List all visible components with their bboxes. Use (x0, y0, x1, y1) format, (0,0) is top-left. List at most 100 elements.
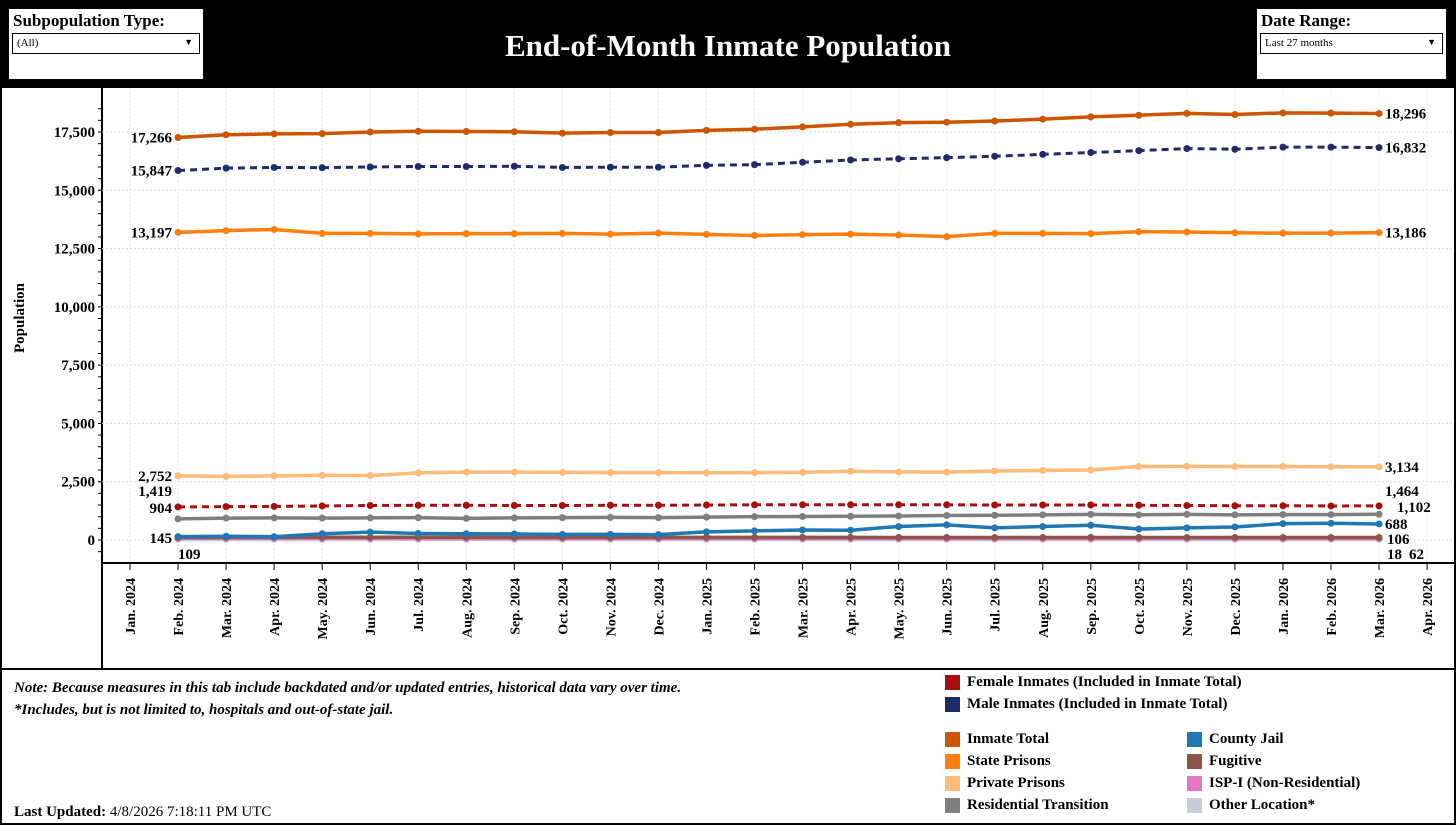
data-point (1039, 533, 1047, 541)
data-point (1087, 510, 1095, 518)
data-point (1135, 147, 1143, 155)
data-point (1087, 534, 1095, 542)
x-tick-label: Aug. 2024 (460, 578, 475, 638)
data-point (654, 531, 662, 539)
data-point (414, 163, 422, 171)
data-point (1135, 501, 1143, 509)
subpopulation-dropdown[interactable]: (All) ▼ (12, 33, 200, 54)
data-point (847, 467, 855, 475)
legend-swatch (1187, 754, 1202, 769)
data-point (991, 229, 999, 237)
legend-item[interactable]: Female Inmates (Included in Inmate Total… (945, 674, 1242, 691)
data-point (174, 503, 182, 511)
data-point (174, 167, 182, 175)
note-text: Note: Because measures in this tab inclu… (14, 680, 682, 696)
chart-background (2, 88, 1454, 668)
legend-label: Inmate Total (967, 731, 1050, 747)
data-point (702, 126, 710, 134)
data-point (1135, 534, 1143, 542)
x-tick-label: May. 2025 (893, 578, 908, 639)
page-title: End-of-Month Inmate Population (504, 28, 952, 63)
data-point (1327, 143, 1335, 151)
x-tick-label: Apr. 2025 (845, 578, 860, 636)
data-point (751, 501, 759, 509)
data-point (462, 128, 470, 136)
legend-item[interactable]: State Prisons (945, 753, 1051, 770)
x-tick-label: Dec. 2025 (1229, 578, 1244, 636)
data-point (270, 514, 278, 522)
data-point (366, 501, 374, 509)
data-point (462, 501, 470, 509)
data-point (1279, 229, 1287, 237)
data-point (702, 501, 710, 509)
legend-swatch (1187, 732, 1202, 747)
data-point (606, 163, 614, 171)
x-tick-label: Jul. 2024 (412, 578, 427, 632)
x-tick-label: May. 2024 (316, 578, 331, 639)
legend-label: Male Inmates (Included in Inmate Total) (967, 696, 1228, 712)
data-point (751, 469, 759, 477)
legend-item[interactable]: Residential Transition (945, 797, 1109, 814)
header: Subpopulation Type: (All) ▼ End-of-Month … (0, 0, 1456, 88)
data-point (991, 533, 999, 541)
series-line (178, 503, 1380, 509)
data-point (1183, 109, 1191, 117)
data-label: 15,847 (131, 164, 173, 180)
legend-label: County Jail (1209, 731, 1284, 747)
data-point (1375, 109, 1383, 117)
data-point (751, 125, 759, 133)
data-point (1183, 510, 1191, 518)
date-range-filter: Date Range: Last 27 months ▼ (1257, 9, 1446, 79)
data-point (366, 229, 374, 237)
data-label: 13,197 (131, 225, 173, 241)
x-tick-label: Mar. 2025 (797, 578, 812, 638)
data-point (799, 512, 807, 520)
y-tick-label: 7,500 (61, 358, 95, 374)
x-tick-label: Jul. 2025 (989, 578, 1004, 632)
legend-item[interactable]: Fugitive (1187, 753, 1262, 770)
data-point (510, 530, 518, 538)
data-point (751, 533, 759, 541)
data-point (1183, 534, 1191, 542)
y-tick-label: 2,500 (61, 475, 95, 491)
data-point (270, 225, 278, 233)
data-label: 109 (178, 547, 201, 563)
legend-swatch (945, 776, 960, 791)
legend-item[interactable]: ISP-I (Non-Residential) (1187, 775, 1360, 792)
data-point (222, 532, 230, 540)
data-point (1135, 111, 1143, 119)
data-point (847, 533, 855, 541)
data-point (799, 533, 807, 541)
data-point (943, 154, 951, 162)
data-point (943, 233, 951, 241)
data-point (318, 471, 326, 479)
legend-item[interactable]: County Jail (1187, 731, 1284, 748)
data-point (1039, 501, 1047, 509)
data-label: 1,419 (138, 484, 172, 500)
footnote-text: *Includes, but is not limited to, hospit… (14, 702, 394, 718)
data-point (1231, 511, 1239, 519)
last-updated-label: Last Updated: (14, 804, 107, 820)
data-point (1231, 145, 1239, 153)
date-range-dropdown[interactable]: Last 27 months ▼ (1260, 33, 1443, 54)
data-point (847, 156, 855, 164)
data-label: 18,296 (1385, 106, 1427, 122)
data-point (799, 468, 807, 476)
data-point (1183, 145, 1191, 153)
legend-item[interactable]: Male Inmates (Included in Inmate Total) (945, 696, 1227, 713)
x-tick-label: Jan. 2024 (124, 578, 139, 635)
data-point (895, 501, 903, 509)
data-point (462, 468, 470, 476)
data-point (414, 529, 422, 537)
data-point (654, 128, 662, 136)
data-point (318, 164, 326, 172)
data-point (991, 511, 999, 519)
legend-item[interactable]: Private Prisons (945, 775, 1065, 792)
data-point (654, 501, 662, 509)
date-range-label: Date Range: (1261, 11, 1352, 30)
legend-item[interactable]: Inmate Total (945, 731, 1049, 748)
x-tick-label: Oct. 2024 (556, 578, 571, 635)
series-line (178, 521, 1380, 539)
line-chart: 0 2,500 5,000 7,500 10,000 12,500 15,000 17,500… (2, 88, 1454, 668)
legend-item[interactable]: Other Location* (1187, 797, 1315, 814)
